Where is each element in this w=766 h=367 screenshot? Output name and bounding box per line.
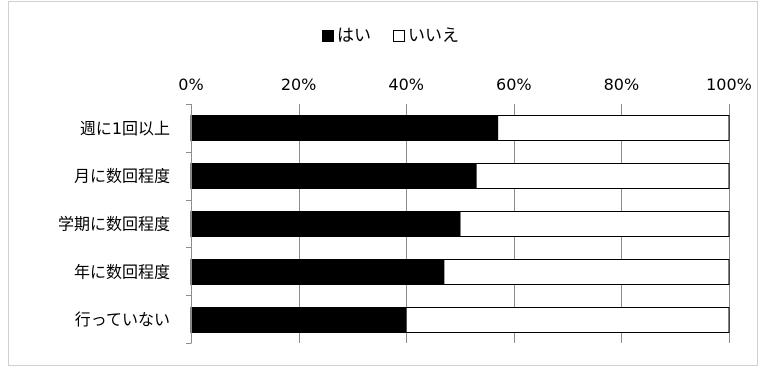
x-tick-label: 0% (178, 75, 203, 94)
bar-segment (459, 211, 730, 237)
category-label: 学期に数回程度 (58, 215, 170, 234)
bars (190, 115, 730, 333)
bar-segment (190, 307, 407, 333)
x-tick-label: 20% (281, 75, 317, 94)
legend: はい いいえ (322, 26, 459, 46)
bar-segment (497, 115, 730, 141)
legend-label: はい (337, 26, 371, 46)
bar-segment (190, 163, 477, 189)
bar-segment (443, 259, 730, 285)
legend-swatch (393, 30, 405, 42)
bar-segment (190, 211, 461, 237)
y-axis (186, 104, 192, 344)
bar-segment (190, 259, 445, 285)
legend-label: いいえ (408, 26, 459, 46)
x-tick-label: 80% (604, 75, 640, 94)
bar-segment (405, 307, 730, 333)
legend-swatch (322, 30, 334, 42)
category-label: 行っていない (75, 310, 170, 329)
category-label: 週に1回以上 (80, 119, 170, 138)
chart-border (8, 1, 758, 366)
x-axis-ticks: 0% 20% 40% 60% 80% 100% (178, 75, 752, 94)
category-label: 年に数回程度 (74, 262, 170, 281)
bar-segment (475, 163, 730, 189)
x-tick-label: 60% (496, 75, 532, 94)
x-tick-label: 40% (388, 75, 424, 94)
category-label: 月に数回程度 (74, 167, 170, 186)
x-tick-label: 100% (706, 75, 752, 94)
bar-segment (190, 115, 499, 141)
